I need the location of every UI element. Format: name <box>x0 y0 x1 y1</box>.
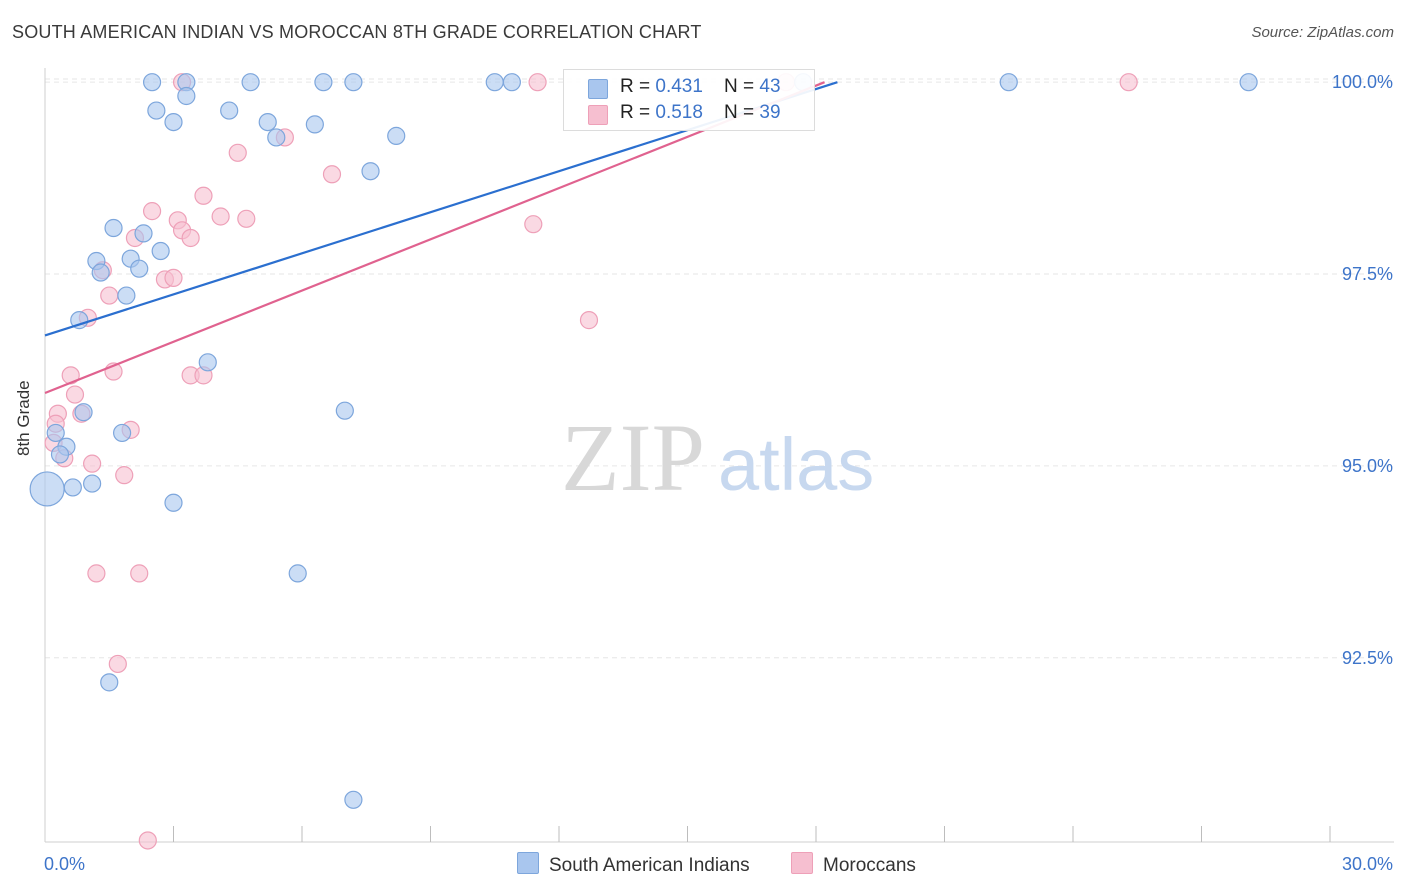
south-american-indian-point <box>63 478 82 497</box>
south-american-indian-point <box>1239 73 1258 92</box>
legend-n-label: N = <box>724 76 760 97</box>
moroccan-point <box>524 215 543 234</box>
bottom-legend-swatch-pink <box>791 852 813 874</box>
south-american-indian-point <box>104 218 123 238</box>
south-american-indian-point <box>288 564 307 583</box>
moroccan-point <box>65 385 85 404</box>
legend-r-label: R = <box>620 76 656 97</box>
bottom-legend-south-american-indians: South American Indians <box>517 852 750 877</box>
moroccan-point <box>1119 73 1138 92</box>
moroccan-point <box>211 207 230 226</box>
south-american-indian-point <box>117 286 136 305</box>
legend-r-label: R = <box>620 102 656 123</box>
watermark: ZIP atlas <box>561 404 874 511</box>
bottom-legend-swatch-blue <box>517 852 539 874</box>
south-american-indian-point <box>151 241 170 261</box>
y-tick-label: 97.5% <box>1342 264 1393 284</box>
moroccan-point <box>115 466 134 485</box>
moroccan-point <box>138 831 157 850</box>
watermark-zip: ZIP <box>561 404 705 511</box>
bottom-legend-label-2: Moroccans <box>823 855 916 876</box>
moroccan-point <box>130 564 149 583</box>
south-american-indian-point <box>177 86 196 106</box>
moroccan-point <box>142 202 162 221</box>
south-american-indian-point <box>387 126 406 146</box>
south-american-indian-point <box>46 423 65 443</box>
legend-n-label: N = <box>724 102 760 123</box>
south-american-indian-point <box>361 162 380 181</box>
south-american-indian-point <box>70 311 89 330</box>
x-tick-label: 30.0% <box>1342 854 1393 874</box>
source-label: Source: ZipAtlas.com <box>1251 24 1394 41</box>
south-american-indian-point <box>83 474 102 493</box>
south-american-indian-point <box>91 263 110 282</box>
legend-r-value-2: 0.518 <box>655 102 703 123</box>
moroccan-point <box>237 209 256 228</box>
south-american-indian-point <box>100 673 119 692</box>
south-american-indian-point <box>335 401 354 420</box>
stats-legend: R = 0.431 N = 43 R = 0.518 N = 39 <box>563 69 815 131</box>
south-american-indian-point <box>142 73 162 92</box>
moroccan-point <box>108 654 127 674</box>
legend-n-value-2: 39 <box>759 102 781 123</box>
grid-lines <box>45 78 1392 659</box>
south-american-indian-point <box>241 73 260 92</box>
y-tick-label: 95.0% <box>1342 456 1393 476</box>
legend-swatch-blue <box>588 79 608 99</box>
south-american-indian-point <box>258 112 277 132</box>
south-american-indian-point <box>502 73 521 92</box>
x-tick-label: 0.0% <box>44 854 85 874</box>
moroccan-point <box>528 73 547 92</box>
y-tick-label: 100.0% <box>1332 72 1393 92</box>
legend-n-value-1: 43 <box>759 76 781 97</box>
south-american-indian-point <box>112 423 132 443</box>
moroccan-point <box>83 454 102 473</box>
bottom-legend-moroccans: Moroccans <box>791 852 916 877</box>
south-american-indian-point <box>147 101 166 120</box>
watermark-atlas: atlas <box>718 423 874 506</box>
legend-swatch-pink <box>588 105 608 125</box>
south-american-indian-point <box>134 224 153 243</box>
legend-r-value-1: 0.431 <box>655 76 703 97</box>
tick-labels: 92.5% 95.0% 97.5% 100.0% 0.0% 30.0% <box>44 72 1393 874</box>
south-american-indian-point <box>344 73 363 92</box>
moroccan-point <box>194 186 213 205</box>
moroccans-trend-line <box>44 81 825 395</box>
south-american-indian-point <box>485 73 504 92</box>
y-axis-label: 8th Grade <box>14 380 33 456</box>
south-american-indian-point <box>220 101 239 120</box>
south-american-indian-point <box>999 73 1018 92</box>
south-american-indian-point <box>50 445 70 464</box>
south-american-indian-point <box>314 73 333 92</box>
moroccan-point <box>228 143 247 162</box>
chart-title: SOUTH AMERICAN INDIAN VS MOROCCAN 8TH GR… <box>12 22 702 42</box>
south-american-indian-point <box>267 128 286 147</box>
moroccan-point <box>164 268 183 287</box>
moroccan-point <box>181 228 200 248</box>
south-american-indian-point <box>164 112 183 132</box>
y-tick-label: 92.5% <box>1342 648 1393 668</box>
south-american-indians-points <box>29 73 1258 809</box>
bottom-legend-label-1: South American Indians <box>549 855 750 876</box>
south-american-indian-point <box>164 493 183 512</box>
moroccan-point <box>87 564 106 583</box>
moroccan-point <box>579 311 599 330</box>
south-american-indian-point <box>74 403 93 422</box>
moroccan-point <box>100 286 119 305</box>
south-american-indian-point <box>305 115 324 134</box>
south-american-indian-point <box>344 790 363 809</box>
moroccan-point <box>322 165 342 184</box>
south-american-indian-point <box>130 259 149 278</box>
south-american-indian-point <box>29 471 65 507</box>
south-american-indian-point <box>198 353 217 372</box>
axes <box>44 68 1394 843</box>
